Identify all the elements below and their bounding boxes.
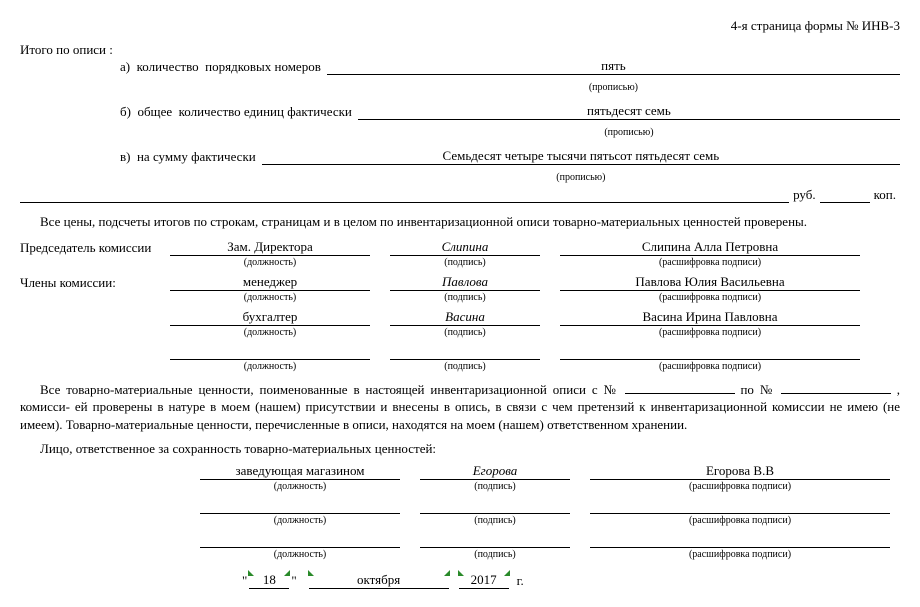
paragraph-block: Все товарно-материальные ценности, поиме… xyxy=(20,380,900,434)
totals-a-value: пять xyxy=(327,58,900,75)
resp-position: заведующая магазином xyxy=(200,463,400,480)
para-from-no xyxy=(625,380,735,394)
member-position xyxy=(170,344,370,360)
para-prefix: Все товарно-материальные ценности, поиме… xyxy=(40,382,619,397)
chairman-row: Председатель комиссии Зам. Директора Сли… xyxy=(20,239,900,256)
member-row: бухгалтер Васина Васина Ирина Павловна xyxy=(20,309,900,326)
date-day: 18 xyxy=(249,572,289,589)
para-to-no xyxy=(781,380,891,394)
date-year: 2017 xyxy=(459,572,509,589)
chairman-signature: Слипина xyxy=(390,239,540,256)
para-mid: по № xyxy=(740,382,774,397)
resp-signature: Егорова xyxy=(420,463,570,480)
date-row: " 18 " октября 2017 г. xyxy=(240,572,900,589)
member-fullname xyxy=(560,344,860,360)
totals-c-label: в) на сумму фактически xyxy=(120,149,256,165)
member-row: Члены комиссии: менеджер Павлова Павлова… xyxy=(20,274,900,291)
chairman-position: Зам. Директора xyxy=(170,239,370,256)
resp-fullname: Егорова В.В xyxy=(590,463,890,480)
totals-c-caption: (прописью) xyxy=(262,172,900,183)
rub-line xyxy=(20,187,789,203)
member-signature xyxy=(390,344,540,360)
responsible-row xyxy=(20,498,900,514)
responsible-title: Лицо, ответственное за сохранность товар… xyxy=(20,441,900,457)
quote-close: " xyxy=(289,573,298,589)
verify-text: Все цены, подсчеты итогов по строкам, ст… xyxy=(20,213,900,231)
rub-label: руб. xyxy=(789,187,820,203)
totals-a-caption: (прописью) xyxy=(327,82,900,93)
date-g: г. xyxy=(509,573,526,589)
kop-line xyxy=(820,187,870,203)
member-signature: Васина xyxy=(390,309,540,326)
totals-b-label: б) общее количество единиц фактически xyxy=(120,104,352,120)
resp-position xyxy=(200,498,400,514)
totals-c-value: Семьдесят четыре тысячи пятьсот пятьдеся… xyxy=(262,148,900,165)
member-position: бухгалтер xyxy=(170,309,370,326)
resp-signature xyxy=(420,532,570,548)
resp-fullname xyxy=(590,498,890,514)
cap-signature: (подпись) xyxy=(390,257,540,268)
member-fullname: Васина Ирина Павловна xyxy=(560,309,860,326)
members-label: Члены комиссии: xyxy=(20,275,170,291)
kop-label: коп. xyxy=(870,187,900,203)
date-month: октября xyxy=(309,572,449,589)
totals-a-label: а) количество порядковых номеров xyxy=(120,59,321,75)
member-fullname: Павлова Юлия Васильевна xyxy=(560,274,860,291)
totals-title: Итого по описи : xyxy=(20,42,900,58)
member-row xyxy=(20,344,900,360)
chairman-fullname: Слипина Алла Петровна xyxy=(560,239,860,256)
totals-b-caption: (прописью) xyxy=(358,127,900,138)
page-header: 4-я страница формы № ИНВ-3 xyxy=(20,18,900,34)
member-position: менеджер xyxy=(170,274,370,291)
cap-position: (должность) xyxy=(170,257,370,268)
member-signature: Павлова xyxy=(390,274,540,291)
totals-b-value: пятьдесят семь xyxy=(358,103,900,120)
responsible-row: заведующая магазином Егорова Егорова В.В xyxy=(20,463,900,480)
cap-fullname: (расшифровка подписи) xyxy=(560,257,860,268)
resp-fullname xyxy=(590,532,890,548)
resp-signature xyxy=(420,498,570,514)
chairman-label: Председатель комиссии xyxy=(20,240,170,256)
responsible-row xyxy=(20,532,900,548)
resp-position xyxy=(200,532,400,548)
